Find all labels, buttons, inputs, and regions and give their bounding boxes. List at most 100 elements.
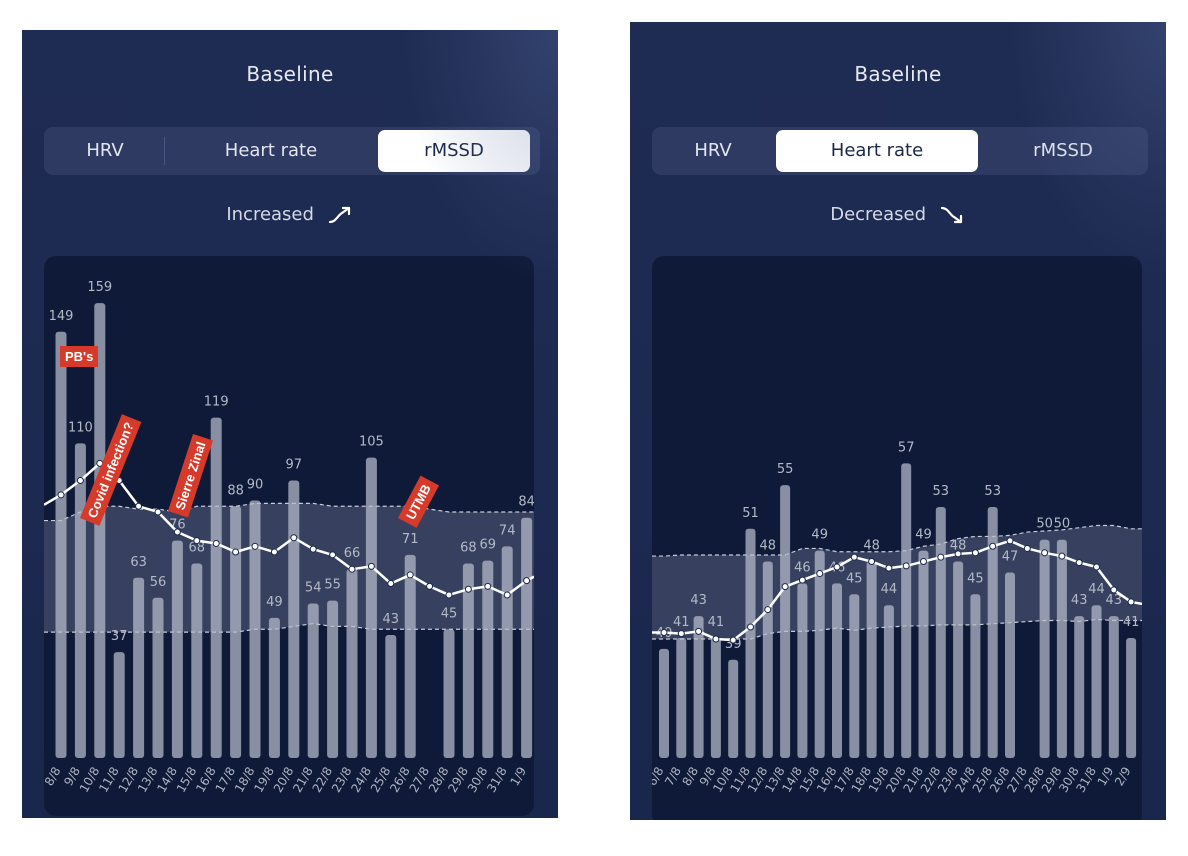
bar-value-label: 53 [933,484,950,499]
segment-rmssd[interactable]: rMSSD [1033,140,1093,161]
heart-rate-chart-area: 4041434139514855464946454844574953484553… [652,256,1142,820]
baseline-point [954,550,962,558]
annotation-pbs: PB's [60,346,99,367]
bar-value-label: 50 [1054,517,1071,532]
segment-heart-rate[interactable]: Heart rate [776,130,978,172]
segment-hrv[interactable]: HRV [86,140,124,161]
segment-hrv[interactable]: HRV [694,140,732,161]
bar [659,648,669,758]
trend-down-icon [940,206,962,224]
bar-value-label: 48 [760,539,777,554]
metric-segmented-control: HRV Heart rate rMSSD [652,127,1148,175]
x-tick-label: 2/9 [1112,765,1134,789]
bar-value-label: 69 [480,538,497,553]
bar-value-label: 74 [499,523,516,538]
trend-label: Increased [226,204,314,225]
x-tick-label: 1/9 [507,765,529,789]
baseline-point [1110,586,1118,594]
baseline-point [1093,563,1100,571]
baseline-panel-heart-rate: Baseline HRV Heart rate rMSSD Decreased … [630,22,1166,820]
bar-value-label: 45 [441,606,458,621]
bar [693,616,704,758]
bar-value-label: 71 [402,532,419,547]
bar [249,500,261,758]
baseline-point [154,508,162,516]
bar-value-label: 88 [227,483,244,498]
bar-value-label: 63 [130,555,147,570]
bar-value-label: 90 [247,478,264,493]
bar-value-label: 119 [204,395,229,410]
baseline-point [660,628,668,636]
panel-title: Baseline [246,62,334,86]
bar [385,634,397,758]
baseline-point [57,491,65,499]
bar-value-label: 43 [383,612,400,627]
bar-value-label: 44 [881,582,898,597]
bar [133,577,145,758]
baseline-point [523,577,531,585]
bar [780,485,791,758]
bar [346,569,358,758]
bar [113,652,125,758]
bar [866,561,877,758]
bar [1108,616,1119,758]
bar [191,563,203,758]
bar [152,597,164,758]
bar-value-label: 45 [967,571,984,586]
x-tick-label: 8/8 [679,765,701,789]
trend-indicator: Increased [22,204,558,225]
baseline-point [764,606,772,614]
baseline-point [1127,598,1135,606]
bar [55,331,67,758]
baseline-point [937,553,945,561]
bar [443,629,455,758]
bar [918,550,929,758]
bar-value-label: 50 [1036,517,1053,532]
bar-value-label: 149 [49,309,74,324]
baseline-point [850,553,858,561]
bar-value-label: 56 [150,575,167,590]
bar [171,540,183,758]
baseline-point [503,591,511,599]
baseline-point [445,591,453,599]
x-tick-label: 8/8 [44,765,64,789]
baseline-point [747,623,754,631]
metric-segmented-control: HRV Heart rate rMSSD [44,127,540,175]
trend-indicator: Decreased [630,204,1166,225]
bar-value-label: 57 [898,440,915,455]
bar [745,528,756,758]
bar [987,506,998,758]
bar [1005,572,1015,758]
bar-value-label: 51 [742,506,759,521]
bar [210,417,222,758]
baseline-point [406,571,414,579]
bar-value-label: 66 [344,546,361,561]
baseline-point [920,558,927,566]
baseline-point [712,635,720,643]
bar-value-label: 55 [777,462,794,477]
bar [288,480,300,758]
bar [901,463,912,758]
baseline-point [348,565,356,573]
bar-value-label: 45 [846,571,863,586]
bar [521,517,533,758]
baseline-point [695,627,703,635]
x-tick-label: 31/8 [484,765,510,795]
bar [935,506,946,758]
bar [1126,637,1137,758]
baseline-band [652,525,1142,640]
bar [365,457,377,758]
bar [1074,616,1085,758]
bar [482,560,494,758]
baseline-point [989,542,997,550]
baseline-point [1006,537,1014,545]
rmssd-chart-area: 149 110 159 37 63 56 76 68 119 88 90 49 97 54 55 66 105 4… [44,256,534,816]
bar [832,583,842,758]
bar-value-label: 68 [189,540,206,555]
baseline-point [902,562,910,570]
bar [762,561,773,758]
bar [268,617,280,758]
segment-heart-rate[interactable]: Heart rate [224,140,318,161]
segment-rmssd[interactable]: rMSSD [378,130,530,172]
